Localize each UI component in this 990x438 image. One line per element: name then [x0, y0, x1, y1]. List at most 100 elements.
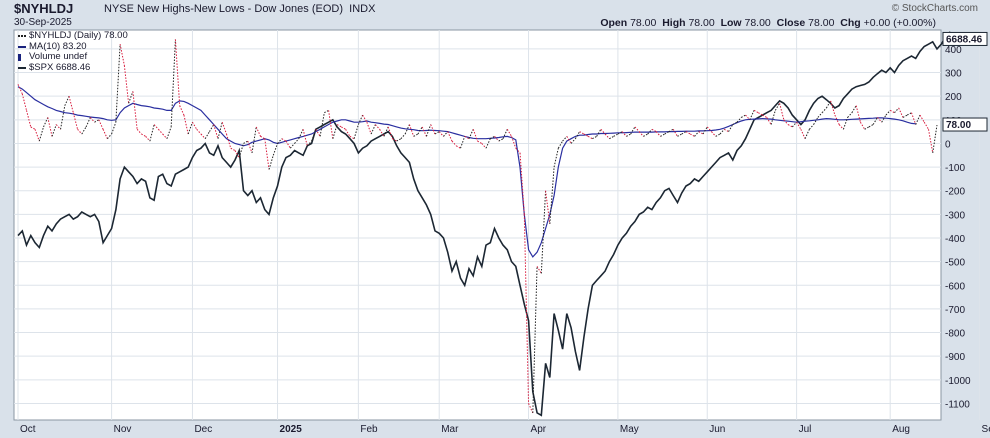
y-tick-label: -500 [945, 258, 965, 269]
series-nyhldj-segment [906, 112, 912, 116]
series-nyhldj-segment [260, 135, 266, 140]
symbol-title: $NYHLDJ [14, 1, 74, 16]
chart-legend: $NYHLDJ (Daily) 78.00 MA(10) 83.20 Volum… [18, 30, 128, 73]
series-nyhldj-segment [400, 133, 406, 140]
y-tick-label: -200 [945, 187, 965, 198]
legend-text: MA(10) 83.20 [29, 40, 87, 52]
series-nyhldj-segment [630, 126, 636, 135]
legend-text: $NYHLDJ (Daily) 78.00 [29, 30, 128, 41]
x-tick-label: Apr [531, 424, 547, 435]
series-nyhldj-segment [60, 105, 66, 130]
series-nyhldj-segment [626, 133, 631, 137]
chart-date: 30-Sep-2025 [14, 17, 72, 28]
series-nyhldj-segment [77, 128, 83, 135]
series-nyhldj-segment [417, 126, 423, 135]
series-nyhldj-segment [455, 145, 461, 149]
series-nyhldj-segment [434, 131, 440, 135]
series-nyhldj-segment [315, 129, 321, 137]
series-nyhldj-segment [243, 140, 248, 144]
series-nyhldj-segment [787, 124, 793, 128]
legend-swatch-bar [18, 53, 21, 61]
series-nyhldj-segment [821, 107, 827, 114]
series-nyhldj-segment [702, 126, 708, 135]
y-tick-label: -1000 [945, 376, 971, 387]
price-tag-nyhldj-box [942, 117, 988, 132]
series-nyhldj-segment [141, 133, 146, 137]
series-nyhldj-segment [634, 126, 640, 132]
series-nyhldj-segment [196, 128, 202, 135]
symbol-description: NYSE New Highs-New Lows - Dow Jones (EOD… [104, 3, 375, 15]
series-nyhldj-segment [413, 133, 419, 137]
series-nyhldj-segment [183, 114, 189, 135]
series-nyhldj-segment [881, 114, 887, 123]
series-nyhldj-segment [868, 124, 874, 128]
legend-swatch-spx [18, 66, 26, 69]
series-nyhldj-segment [498, 138, 504, 142]
x-tick-label: Aug [892, 424, 910, 435]
series-nyhldj-segment [387, 126, 393, 139]
series-nyhldj-segment [464, 135, 470, 140]
series-nyhldj-segment [911, 112, 917, 125]
y-tick-label: -400 [945, 234, 965, 245]
series-nyhldj-segment [889, 109, 895, 114]
chart-header: $NYHLDJ NYSE New Highs-New Lows - Dow Jo… [0, 0, 990, 30]
series-nyhldj-segment [272, 143, 279, 156]
series-nyhldj-segment [166, 126, 172, 139]
series-nyhldj-segment [425, 124, 432, 137]
series-nyhldj-segment [732, 121, 738, 125]
series-nyhldj-segment [825, 100, 832, 109]
series-nyhldj-segment [877, 117, 883, 123]
series-nyhldj-segment [758, 112, 763, 116]
series-nyhldj-segment [38, 126, 45, 142]
series-nyhldj-segment [324, 109, 329, 114]
y-tick-label: 200 [945, 92, 962, 103]
series-nyhldj-segment [872, 117, 878, 125]
x-tick-label: Sep [982, 424, 990, 435]
series-nyhldj-segment [783, 119, 789, 125]
series-nyhldj-segment [711, 131, 717, 137]
series-nyhldj-segment [689, 133, 695, 137]
series-nyhldj-segment [174, 39, 181, 106]
series-nyhldj-segment [132, 91, 138, 130]
series-nyhldj-segment [285, 140, 291, 149]
series-nyhldj-segment [532, 266, 538, 413]
series-nyhldj-segment [838, 124, 844, 130]
legend-swatch-ma [18, 45, 26, 48]
series-nyhldj-segment [511, 136, 517, 149]
series-nyhldj-segment [706, 126, 712, 132]
series-nyhldj-segment [225, 133, 232, 149]
series-nyhldj-segment [685, 131, 691, 135]
series-nyhldj-segment [587, 135, 593, 140]
series-nyhldj-segment [490, 135, 495, 140]
series-nyhldj-segment [30, 126, 36, 130]
series-nyhldj-segment [694, 131, 700, 137]
legend-item-nyhldj: $NYHLDJ (Daily) 78.00 [18, 30, 128, 42]
series-nyhldj-segment [808, 124, 814, 130]
series-nyhldj-segment [672, 129, 678, 137]
legend-swatch-dotted [18, 35, 26, 38]
series-nyhldj-segment [209, 124, 215, 132]
x-tick-label: Oct [20, 424, 36, 435]
series-nyhldj-segment [557, 140, 564, 149]
series-nyhldj-segment [851, 105, 857, 113]
x-tick-label: Jun [709, 424, 725, 435]
series-nyhldj-segment [472, 129, 478, 142]
series-nyhldj-segment [681, 131, 687, 135]
series-nyhldj-segment [570, 138, 576, 144]
series-nyhldj-segment [753, 109, 759, 114]
series-nyhldj-segment [332, 124, 338, 139]
series-nyhldj-segment [728, 124, 734, 132]
series-nyhldj-segment [47, 117, 53, 137]
series-nyhldj-segment [613, 133, 619, 137]
series-nyhldj-segment [311, 129, 317, 142]
series-nyhldj-segment [553, 148, 559, 168]
series-nyhldj-segment [579, 131, 585, 135]
series-nyhldj-segment [281, 138, 287, 142]
chg-label: Chg [840, 17, 861, 29]
open-value: 78.00 [630, 17, 657, 29]
series-nyhldj-segment [136, 128, 142, 135]
close-label: Close [776, 17, 806, 29]
y-tick-label: -100 [945, 163, 965, 174]
series-nyhldj-segment [894, 107, 900, 114]
